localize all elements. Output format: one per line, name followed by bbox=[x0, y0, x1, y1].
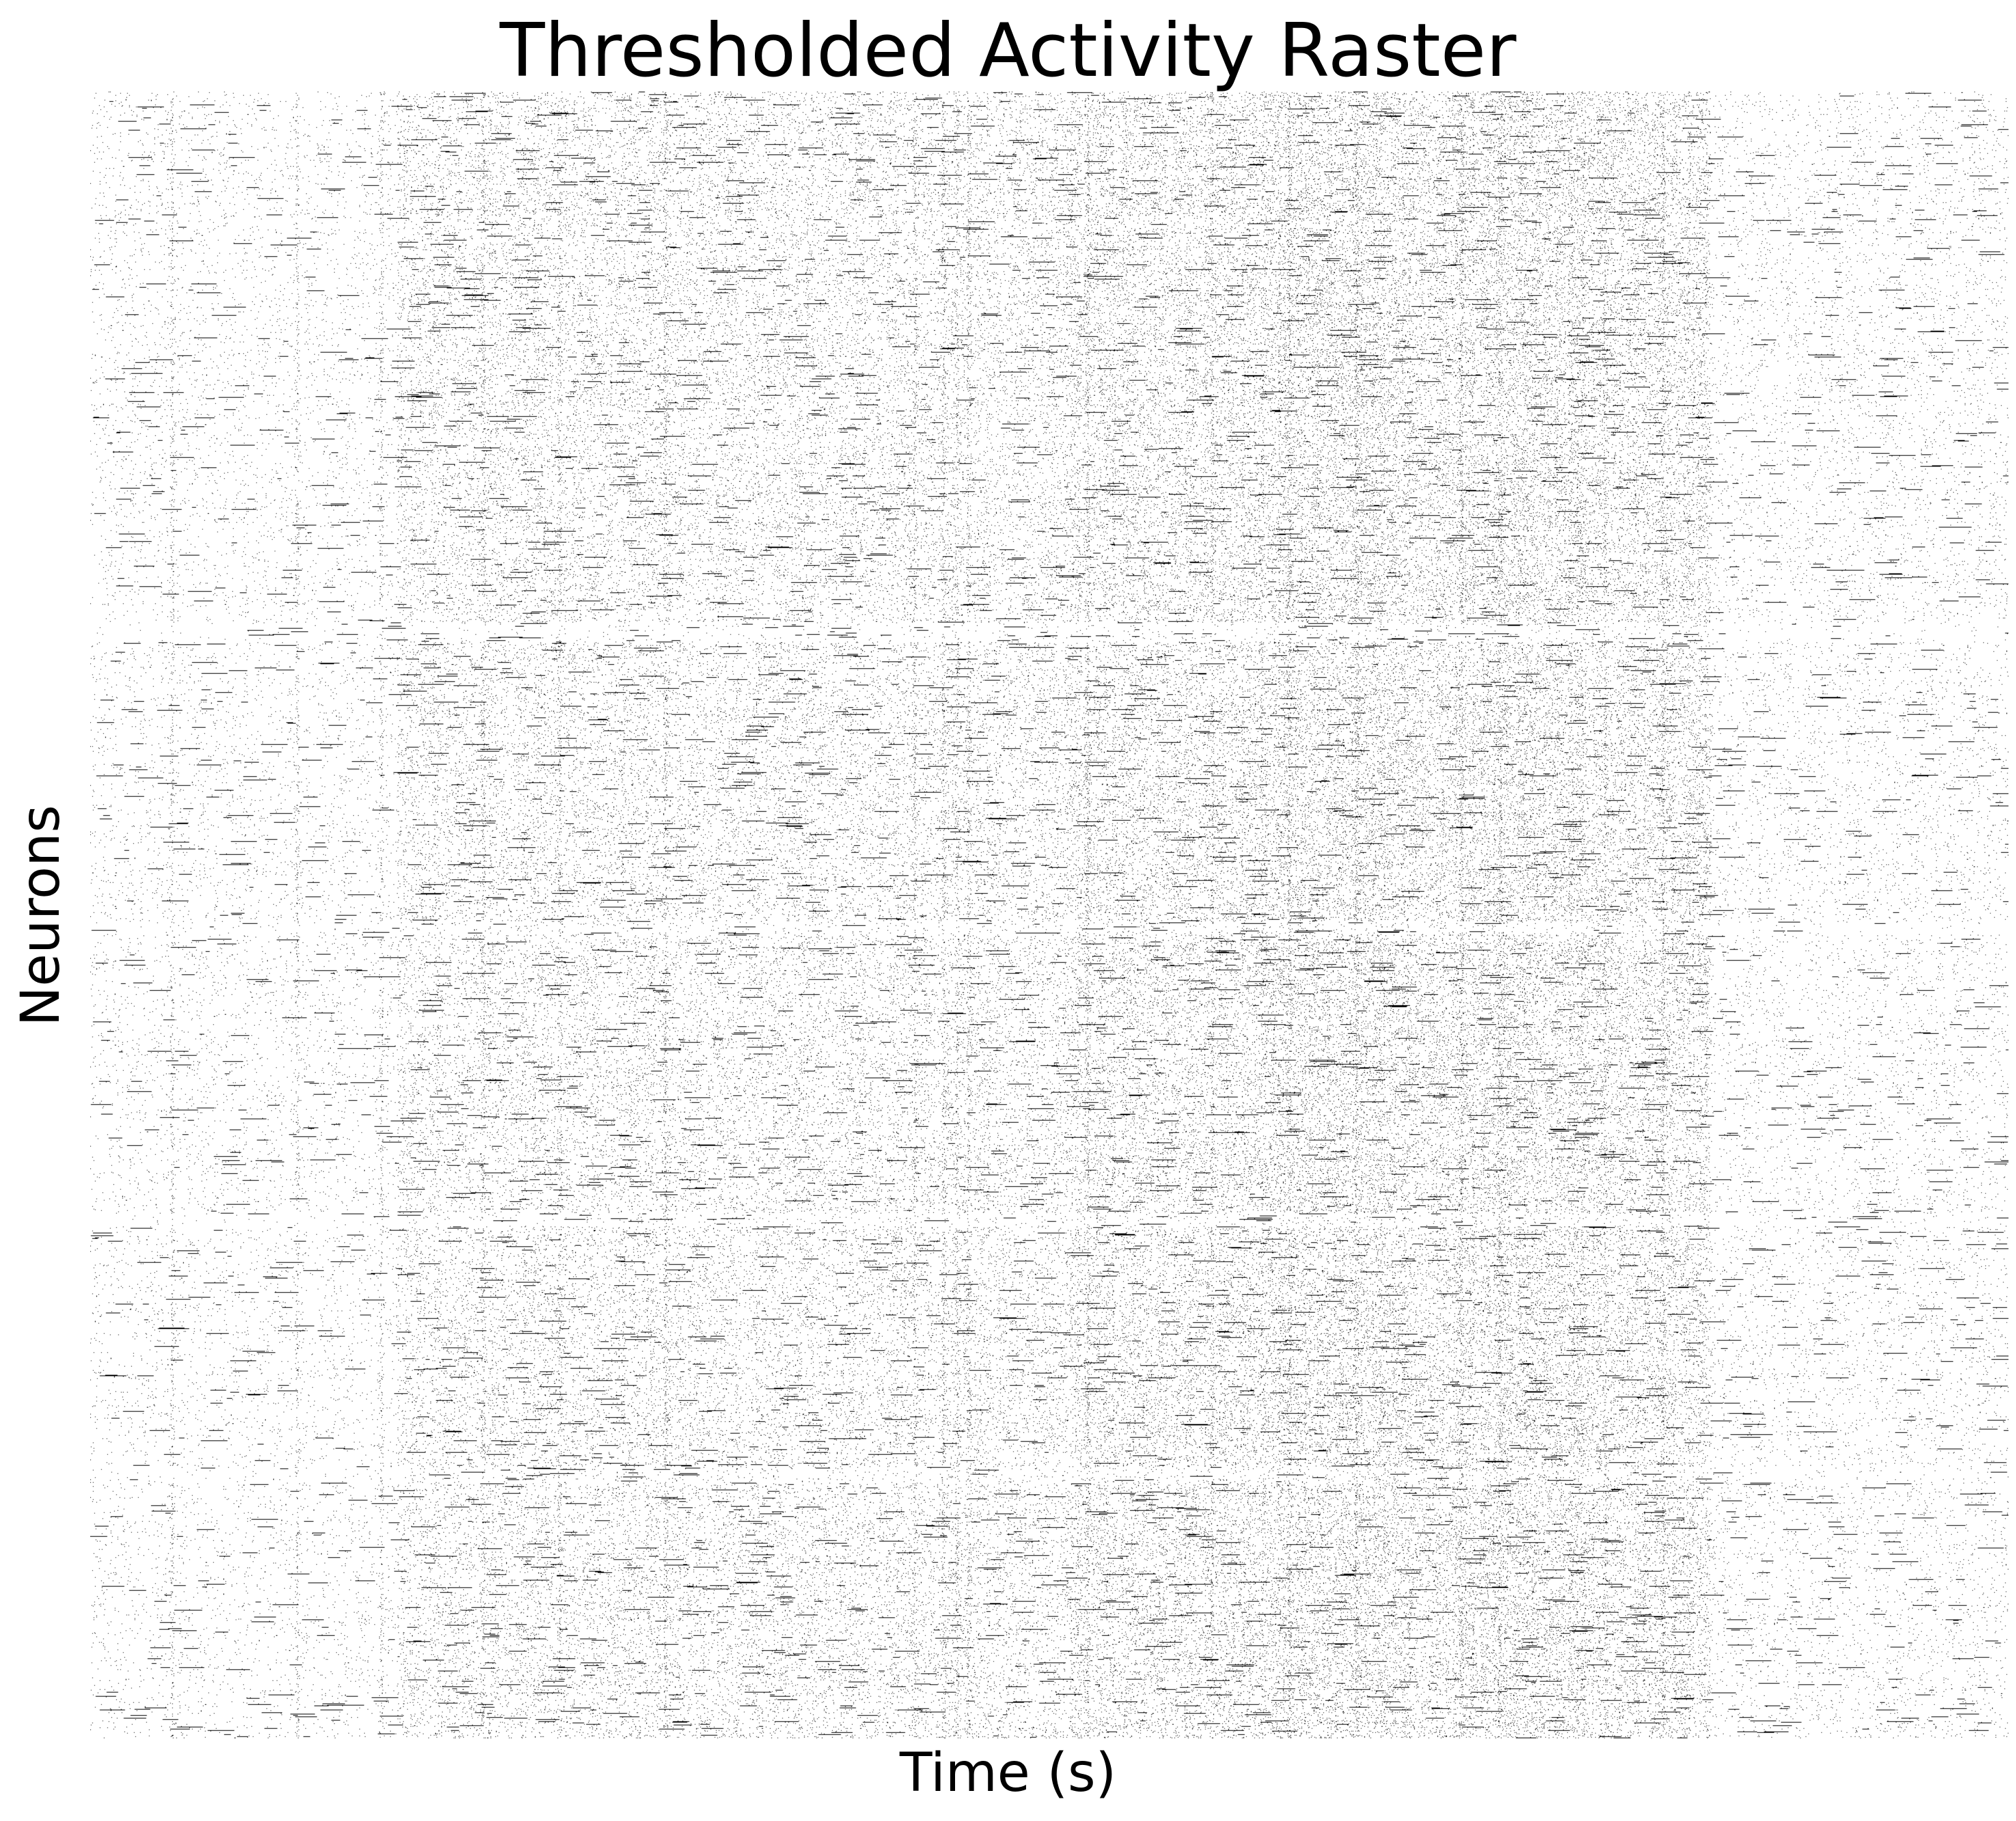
chart-title: Thresholded Activity Raster bbox=[499, 8, 1517, 94]
y-axis-label: Neurons bbox=[10, 805, 72, 1026]
raster-plot-area bbox=[90, 92, 2008, 1738]
raster-image bbox=[90, 92, 2008, 1738]
x-axis-label: Time (s) bbox=[899, 1742, 1117, 1804]
